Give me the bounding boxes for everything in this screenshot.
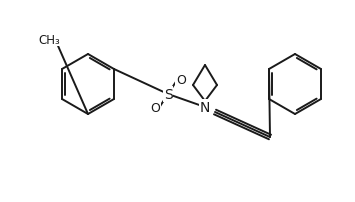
Text: N: N [200,101,210,115]
Text: S: S [164,87,173,101]
Text: O: O [176,74,186,87]
Text: O: O [150,102,160,115]
Text: CH₃: CH₃ [38,33,60,46]
